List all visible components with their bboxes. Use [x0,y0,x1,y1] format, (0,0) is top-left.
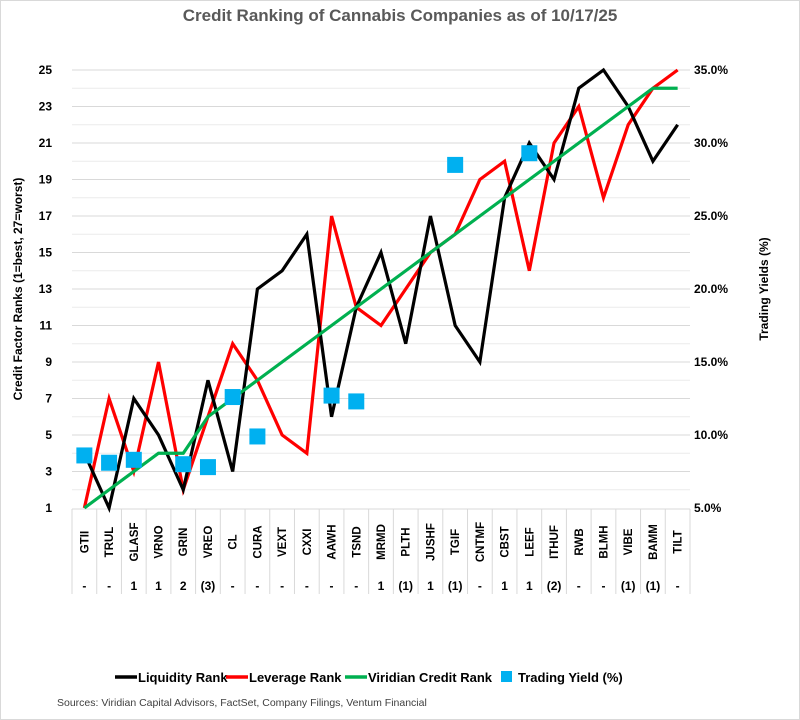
category-sub-label: 2 [180,579,187,593]
y-tick-label: 3 [45,465,52,479]
category-sub-label: 1 [130,579,137,593]
chart-title: Credit Ranking of Cannabis Companies as … [182,6,618,25]
y-tick-label: 5 [45,428,52,442]
y-axis-label: Credit Factor Ranks (1=best, 27=worst) [11,178,25,401]
series-line-viridian-credit-rank [83,86,678,510]
trading-yield-marker [348,393,365,410]
y2-axis-label: Trading Yields (%) [757,237,771,340]
legend-swatch [501,671,512,682]
category-label: GLASF [129,523,141,562]
category-label: TRUL [104,527,116,558]
category-label: CNTMF [475,522,487,562]
category-label: ITHUF [549,525,561,559]
gridlines [72,69,690,491]
category-sub-label: (1) [646,579,661,593]
category-sub-label: - [107,579,111,593]
category-table: GTII - TRUL - GLASF 1 VRNO 1 GRIN 2 VREO (3) CL - CURA… [71,508,691,594]
category-sub-label: - [601,579,605,593]
legend-label: Liquidity Rank [138,670,228,685]
y-tick-label: 13 [39,282,53,296]
category-label: GTII [79,531,91,553]
category-label: VRNO [154,525,166,558]
category-sub-label: (2) [547,579,562,593]
y2-tick-label: 25.0% [694,209,728,223]
trading-yield-marker [224,389,241,406]
trading-yield-marker [199,459,216,476]
y2-tick-label: 15.0% [694,355,728,369]
category-sub-label: 1 [501,579,508,593]
category-label: VIBE [623,528,635,555]
category-label: CURA [252,525,264,558]
y-tick-label: 25 [39,63,53,77]
y-tick-label: 7 [45,392,52,406]
category-label: VEXT [277,527,289,557]
series-line-liquidity-rank [82,67,679,514]
category-sub-label: - [82,579,86,593]
y-tick-label: 11 [39,319,52,333]
category-label: CBST [500,526,512,557]
category-sub-label: 1 [427,579,434,593]
category-sub-label: 1 [155,579,162,593]
trading-yield-marker [249,428,266,445]
legend-label: Leverage Rank [249,670,342,685]
category-sub-label: - [478,579,482,593]
category-sub-label: - [255,579,259,593]
trading-yield-marker [125,451,142,468]
y2-tick-label: 20.0% [694,282,728,296]
category-label: BLMH [598,525,610,558]
trading-yield-marker [76,447,93,464]
y-tick-label: 19 [39,173,53,187]
category-label: LEEF [524,527,536,556]
y2-tick-label: 30.0% [694,136,728,150]
category-label: BAMM [648,524,660,560]
trading-yield-marker [101,454,118,471]
category-sub-label: - [231,579,235,593]
trading-yield-marker [447,156,464,173]
category-sub-label: (1) [398,579,413,593]
trading-yield-marker [323,387,340,404]
category-sub-label: 1 [526,579,533,593]
category-label: TILT [673,530,685,553]
category-sub-label: (1) [621,579,636,593]
legend: Liquidity Rank Leverage Rank Viridian Cred… [115,670,623,685]
category-sub-label: 1 [378,579,385,593]
y-tick-label: 15 [39,246,53,260]
category-label: AAWH [327,524,339,559]
trading-yield-marker [175,456,192,473]
category-label: CXXI [302,529,314,556]
y-tick-label: 23 [39,100,53,114]
category-sub-label: - [676,579,680,593]
y2-axis-ticks: 5.0% 10.0% 15.0% 20.0% 25.0% 30.0% 35.0% [694,63,728,515]
series-group [76,67,679,514]
category-label: MRMD [376,524,388,560]
category-label: PLTH [401,527,413,556]
y-tick-label: 17 [39,209,53,223]
category-sub-label: - [577,579,581,593]
category-sub-label: - [354,579,358,593]
category-label: VREO [203,526,215,559]
category-sub-label: - [330,579,334,593]
y-tick-label: 1 [45,501,52,515]
legend-label: Trading Yield (%) [518,670,623,685]
category-label: TSND [351,526,363,557]
y2-tick-label: 10.0% [694,428,728,442]
category-label: CL [228,534,240,549]
category-sub-label: - [305,579,309,593]
sources-note: Sources: Viridian Capital Advisors, Fact… [57,697,427,709]
y-tick-label: 21 [39,136,53,150]
y2-tick-label: 5.0% [694,501,722,515]
legend-label: Viridian Credit Rank [368,670,493,685]
category-sub-label: - [280,579,284,593]
trading-yield-marker [521,145,538,162]
y2-tick-label: 35.0% [694,63,728,77]
category-label: GRIN [178,528,190,557]
category-sub-label: (1) [448,579,463,593]
y-tick-label: 9 [45,355,52,369]
category-label: RWB [574,528,586,555]
category-sub-label: (3) [201,579,216,593]
category-label: TGIF [450,529,462,555]
category-label: JUSHF [425,523,437,561]
